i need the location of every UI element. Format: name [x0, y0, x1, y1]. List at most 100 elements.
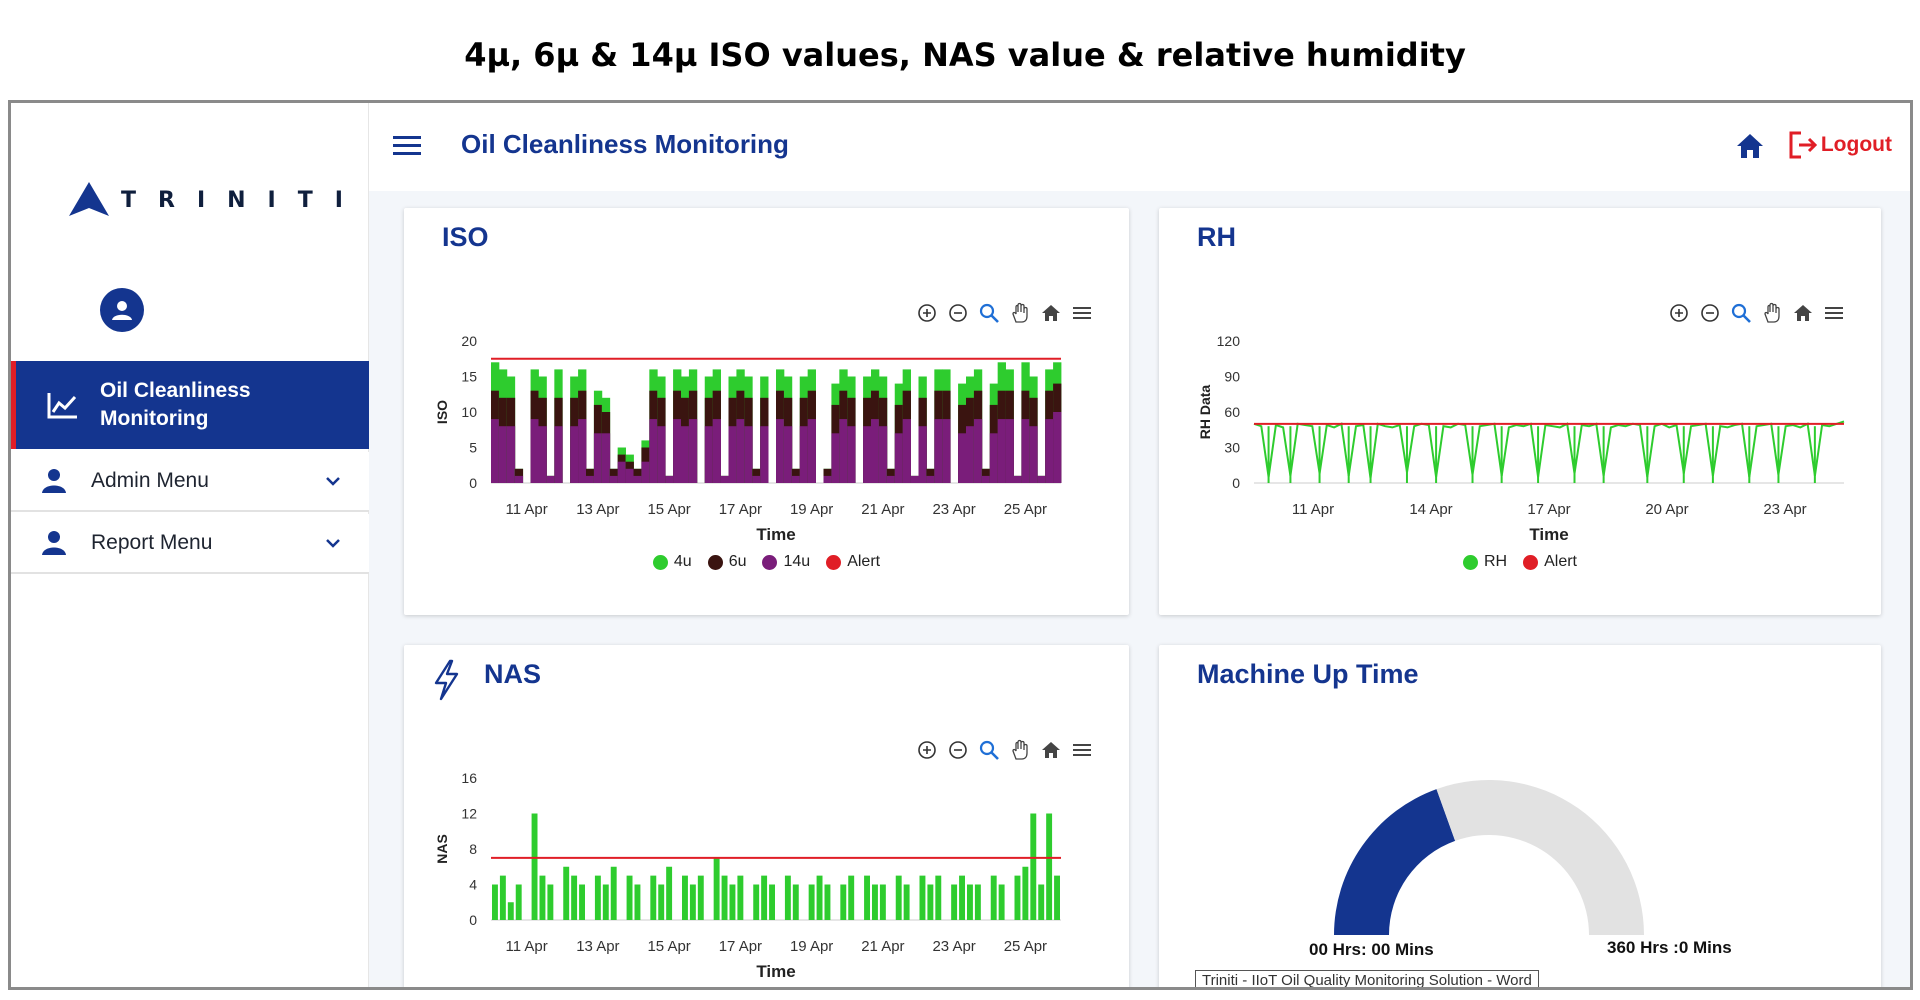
nas-bar — [1030, 813, 1037, 920]
legend-item[interactable]: 14u — [762, 553, 810, 571]
zoom-in-icon[interactable] — [916, 302, 938, 324]
iso-bar-14u — [831, 433, 840, 483]
sidebar: TRINITI Oil Cleanliness Monitoring Admin… — [11, 103, 369, 987]
legend-dot — [1462, 554, 1478, 570]
legend-label: 4u — [673, 553, 692, 570]
nas-bar — [571, 875, 578, 920]
legend-dot — [707, 554, 723, 570]
uptime-card: Machine Up Time 00 Hrs: 00 Mins 360 Hrs … — [1159, 645, 1881, 987]
chart-toolbar — [916, 739, 1093, 761]
nas-bar — [547, 884, 554, 920]
chevron-down-icon — [326, 539, 340, 548]
nas-bar — [974, 884, 981, 920]
logout-button[interactable]: Logout — [1787, 129, 1892, 161]
taskbar-tooltip: Triniti - IIoT Oil Quality Monitoring So… — [1195, 970, 1539, 987]
sidebar-item-admin-menu[interactable]: Admin Menu — [11, 452, 369, 512]
x-tick-label: 11 Apr — [505, 501, 547, 518]
sidebar-item-oil-cleanliness[interactable]: Oil Cleanliness Monitoring — [11, 361, 369, 449]
y-axis-label: ISO — [434, 400, 450, 424]
gauge-fill-arc — [1334, 789, 1456, 935]
pan-hand-icon[interactable] — [1761, 302, 1783, 324]
sidebar-item-label: Admin Menu — [91, 469, 209, 492]
nas-bar — [792, 884, 799, 920]
nas-bar — [895, 875, 902, 920]
y-tick-label: 20 — [461, 333, 477, 349]
zoom-out-icon[interactable] — [947, 739, 969, 761]
iso-bar-14u — [530, 419, 539, 483]
iso-bar-14u — [989, 433, 999, 483]
reset-home-icon[interactable] — [1792, 302, 1814, 324]
pan-hand-icon[interactable] — [1009, 739, 1031, 761]
triniti-logo[interactable]: TRINITI — [67, 177, 365, 223]
zoom-out-icon[interactable] — [1699, 302, 1721, 324]
magnifier-icon[interactable] — [978, 302, 1000, 324]
gauge-remaining-arc — [1436, 780, 1644, 935]
iso-bar-14u — [926, 475, 935, 483]
nas-bar — [879, 884, 886, 920]
x-tick-label: 25 Apr — [1004, 501, 1047, 518]
nas-bar — [713, 857, 720, 920]
x-tick-label: 17 Apr — [719, 938, 762, 955]
reset-home-icon[interactable] — [1040, 739, 1062, 761]
iso-bar-14u — [871, 419, 880, 483]
y-axis-label: RH Data — [1197, 385, 1213, 440]
card-title: NAS — [484, 659, 542, 689]
rh-chart: 0 30 60 90 120 11 Apr 14 Apr 17 Apr 20 Apr 23 Apr… — [1197, 333, 1845, 544]
nas-bar — [634, 884, 641, 920]
zoom-in-icon[interactable] — [916, 739, 938, 761]
zoom-out-icon[interactable] — [947, 302, 969, 324]
iso-bar-14u — [498, 426, 508, 483]
nas-bar — [808, 884, 815, 920]
user-avatar[interactable] — [100, 288, 144, 332]
user-icon — [112, 301, 132, 320]
rh-line — [1253, 420, 1845, 479]
line-chart-icon — [47, 393, 77, 419]
magnifier-icon[interactable] — [978, 739, 1000, 761]
legend-label: 6u — [728, 553, 747, 570]
home-icon[interactable] — [1735, 131, 1765, 161]
legend-item[interactable]: 4u — [652, 553, 692, 571]
chart-menu-icon[interactable] — [1071, 302, 1093, 324]
nas-bar — [539, 875, 546, 920]
iso-bar-14u — [514, 475, 524, 483]
pan-hand-icon[interactable] — [1009, 302, 1031, 324]
x-tick-label: 15 Apr — [647, 501, 690, 518]
nas-bar — [1014, 875, 1021, 920]
logo-text: TRINITI — [121, 187, 365, 213]
nas-bar — [1054, 875, 1060, 920]
y-tick-label: 15 — [461, 369, 477, 385]
nas-bar — [737, 875, 744, 920]
iso-bar-14u — [894, 433, 904, 483]
iso-bar-14u — [657, 426, 666, 483]
legend-item[interactable]: RH — [1462, 553, 1508, 571]
reset-home-icon[interactable] — [1040, 302, 1062, 324]
zoom-in-icon[interactable] — [1668, 302, 1690, 324]
iso-bar-14u — [1029, 426, 1038, 483]
hamburger-menu-icon[interactable] — [393, 135, 421, 157]
x-tick-label: 11 Apr — [1292, 501, 1334, 518]
chart-menu-icon[interactable] — [1071, 739, 1093, 761]
nas-bar — [840, 884, 847, 920]
iso-bar-14u — [491, 419, 500, 483]
iso-bar-14u — [1037, 475, 1046, 483]
iso-bar-14u — [997, 419, 1006, 483]
legend-item[interactable]: Alert — [826, 553, 880, 571]
iso-bar-14u — [910, 475, 919, 483]
lightning-icon — [434, 659, 459, 701]
legend-label: RH — [1483, 553, 1508, 570]
nas-bar — [721, 875, 728, 920]
x-axis-label: Time — [1529, 525, 1568, 544]
legend-item[interactable]: 6u — [707, 553, 747, 571]
chart-toolbar — [1668, 302, 1845, 324]
chart-menu-icon[interactable] — [1823, 302, 1845, 324]
legend-item[interactable]: Alert — [1523, 553, 1577, 571]
magnifier-icon[interactable] — [1730, 302, 1752, 324]
sidebar-item-report-menu[interactable]: Report Menu — [11, 514, 369, 574]
iso-bar-14u — [593, 433, 603, 483]
nas-bar — [816, 875, 823, 920]
nas-bar — [967, 884, 973, 920]
x-tick-label: 13 Apr — [576, 501, 619, 518]
nas-bar — [666, 866, 673, 920]
x-tick-label: 17 Apr — [1527, 501, 1570, 518]
x-tick-label: 25 Apr — [1004, 938, 1047, 955]
